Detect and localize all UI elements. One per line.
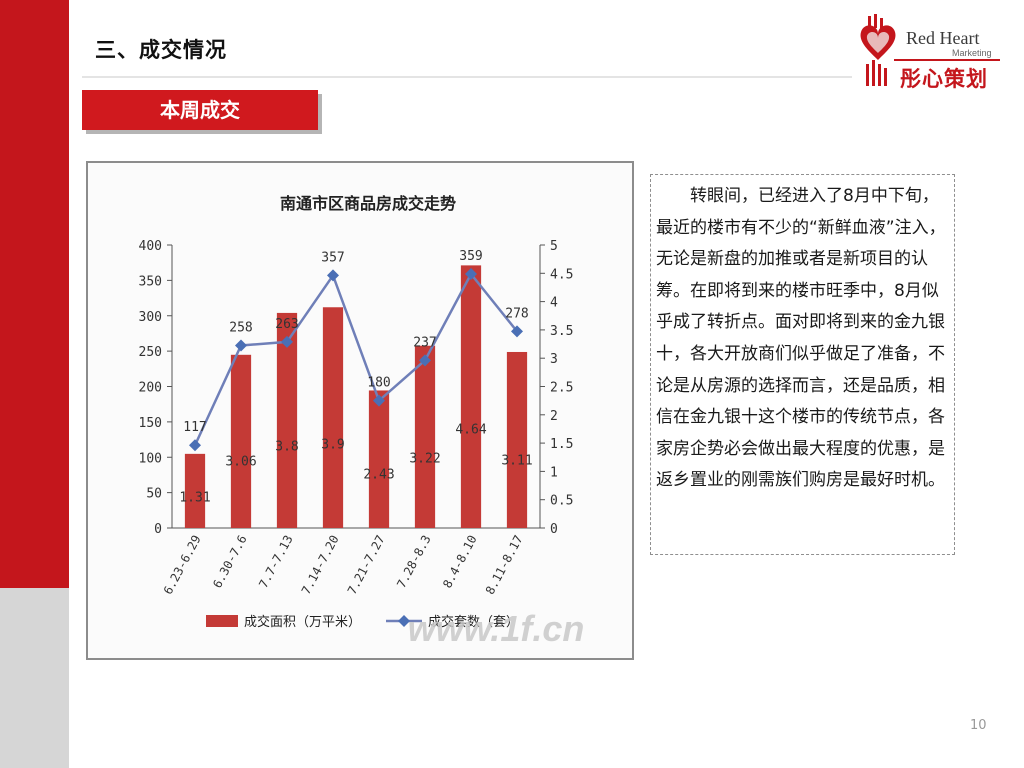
y-left-tick-label: 50 xyxy=(146,487,162,502)
units-marker xyxy=(281,335,293,348)
logo-text-line2: Marketing xyxy=(952,48,992,58)
area-bar-label: 3.22 xyxy=(409,451,440,466)
units-label: 237 xyxy=(413,335,436,350)
y-right-tick-label: 0 xyxy=(550,522,558,537)
x-category-label: 7.21-7.27 xyxy=(345,533,388,597)
y-right-tick-label: 1 xyxy=(550,465,558,480)
chart-watermark: www.1f.cn xyxy=(408,608,585,649)
sales-trend-chart: 南通市区商品房成交走势 0 50 100 150 200 250 300 350 400 0 0.5… xyxy=(86,161,634,660)
area-bar-label: 3.11 xyxy=(501,454,532,469)
y-right-tick-label: 5 xyxy=(550,239,558,254)
page-number: 10 xyxy=(970,718,987,733)
units-marker xyxy=(511,325,523,338)
heart-icon xyxy=(860,14,896,86)
title-divider xyxy=(82,76,852,78)
commentary-text: 转眼间，已经进入了8月中下旬，最近的楼市有不少的“新鲜血液”注入，无论是新盘的加… xyxy=(656,186,946,491)
units-marker xyxy=(419,354,431,367)
legend-swatch-area xyxy=(206,615,238,627)
y-left-tick-label: 100 xyxy=(139,451,162,466)
units-line xyxy=(193,271,518,446)
x-category-label: 7.28-8.3 xyxy=(394,533,433,591)
legend-label-units: 成交套数（套） xyxy=(428,614,519,630)
y-left-tick-label: 300 xyxy=(139,310,162,325)
units-label: 359 xyxy=(459,249,482,264)
area-bar-label: 1.31 xyxy=(179,490,210,505)
area-bar xyxy=(506,351,528,528)
left-accent-bar xyxy=(0,0,69,588)
x-category-label: 8.4-8.10 xyxy=(440,533,479,591)
area-bar xyxy=(322,307,344,528)
area-bar-label: 3.06 xyxy=(225,455,256,470)
x-category-label: 6.23-6.29 xyxy=(161,533,204,597)
left-accent-bar-lower xyxy=(0,588,69,768)
area-bar xyxy=(414,345,436,528)
area-bar-label: 3.8 xyxy=(275,440,298,455)
y-right-tick-label: 3 xyxy=(550,352,558,367)
y-right-tick-label: 4.5 xyxy=(550,267,573,282)
y-right-tick-label: 2 xyxy=(550,409,558,424)
logo-text-line1: Red Heart xyxy=(906,28,979,48)
area-bar xyxy=(184,453,206,528)
chart-title: 南通市区商品房成交走势 xyxy=(280,194,456,213)
units-label: 263 xyxy=(275,317,298,332)
units-marker xyxy=(235,339,247,352)
y-right-tick-label: 4 xyxy=(550,296,558,311)
y-right-tick-label: 3.5 xyxy=(550,324,573,339)
area-bar-label: 3.9 xyxy=(321,438,344,453)
x-category-label: 7.14-7.20 xyxy=(299,533,342,597)
y-left-tick-label: 200 xyxy=(139,381,162,396)
page-title: 三、成交情况 xyxy=(95,38,227,62)
units-label: 278 xyxy=(505,306,528,321)
commentary-textbox: 转眼间，已经进入了8月中下旬，最近的楼市有不少的“新鲜血液”注入，无论是新盘的加… xyxy=(650,174,955,555)
units-marker xyxy=(327,269,339,282)
y-left-tick-label: 250 xyxy=(139,345,162,360)
units-label: 180 xyxy=(367,376,390,391)
legend-label-area: 成交面积（万平米） xyxy=(244,614,361,630)
legend-swatch-units-marker xyxy=(398,615,410,627)
y-left-tick-label: 350 xyxy=(139,274,162,289)
y-left-tick-label: 400 xyxy=(139,239,162,254)
area-bar-label: 2.43 xyxy=(363,467,394,482)
units-marker xyxy=(373,394,385,407)
x-category-label: 8.11-8.17 xyxy=(483,533,526,597)
units-label: 357 xyxy=(321,250,344,265)
y-right-tick-label: 2.5 xyxy=(550,381,573,396)
y-right-tick-label: 0.5 xyxy=(550,494,573,509)
units-label: 258 xyxy=(229,320,252,335)
area-bar xyxy=(460,265,482,528)
area-bar xyxy=(276,312,298,528)
area-bar xyxy=(368,390,390,528)
red-heart-logo: Red Heart Marketing 彤心策划 xyxy=(856,14,1006,94)
y-left-tick-label: 0 xyxy=(154,522,162,537)
x-category-label: 6.30-7.6 xyxy=(210,533,249,591)
units-label: 117 xyxy=(183,420,206,435)
logo-chinese-name: 彤心策划 xyxy=(900,67,988,91)
y-right-tick-label: 1.5 xyxy=(550,437,573,452)
y-left-tick-label: 150 xyxy=(139,416,162,431)
units-marker xyxy=(465,268,477,281)
section-tag: 本周成交 xyxy=(82,90,318,130)
area-bar xyxy=(230,354,252,528)
units-marker xyxy=(189,439,201,452)
area-bar-label: 4.64 xyxy=(455,422,486,437)
x-category-label: 7.7-7.13 xyxy=(256,533,295,591)
